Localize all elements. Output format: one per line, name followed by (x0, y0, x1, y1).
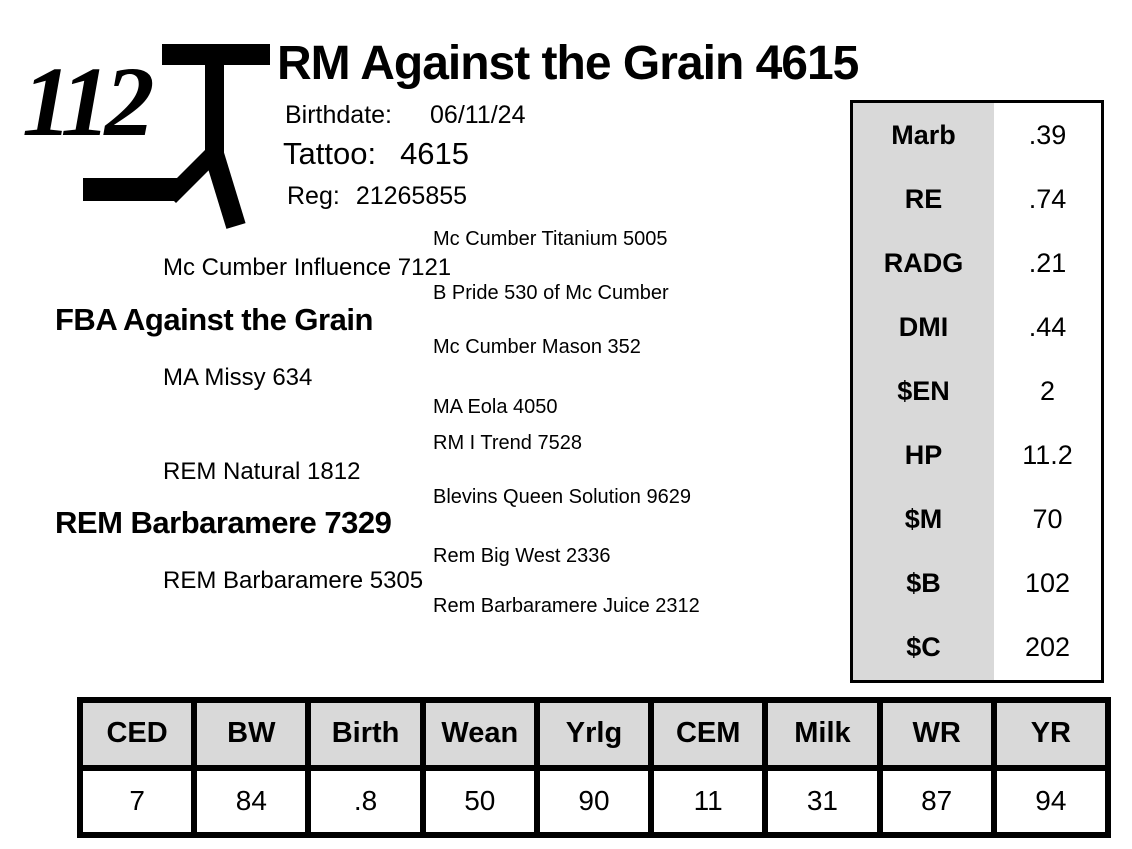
perf-value-yrlg: 90 (539, 770, 649, 832)
epd-label: Marb (853, 103, 994, 168)
perf-value-ced: 7 (83, 770, 192, 832)
epd-label: $EN (853, 359, 994, 424)
birthdate-label: Birthdate: (285, 101, 393, 129)
pedigree-sire-granddam: B Pride 530 of Mc Cumber (433, 282, 669, 304)
epd-value: .21 (1028, 247, 1067, 278)
epd-row-marb: Marb .39 (853, 103, 1101, 168)
perf-header-bw: BW (197, 703, 306, 765)
pedigree-sire-sire: Mc Cumber Influence 7121 (163, 254, 452, 281)
epd-table: Marb .39 RE .74 RADG .21 DMI .44 $EN 2 H… (850, 100, 1104, 683)
epd-label: RADG (853, 231, 994, 296)
animal-title: RM Against the Grain 4615 (277, 37, 859, 90)
epd-row-en: $EN 2 (853, 359, 1101, 424)
birthdate-value: 06/11/24 (430, 101, 526, 129)
tattoo-label: Tattoo: (283, 136, 377, 171)
pedigree-dam: REM Barbaramere 7329 (55, 505, 392, 540)
lot-number: 112 (22, 46, 155, 157)
pedigree-dam-sire-sire: RM I Trend 7528 (433, 432, 582, 454)
ranch-brand-icon (83, 44, 270, 229)
epd-value: .74 (1028, 183, 1067, 214)
reg-label: Reg: (287, 182, 340, 210)
perf-header-birth: Birth (311, 703, 420, 765)
epd-value: .44 (1028, 311, 1067, 342)
epd-row-m: $M 70 (853, 487, 1101, 552)
epd-row-hp: HP 11.2 (853, 423, 1101, 488)
pedigree-sire-dam-dam: MA Eola 4050 (433, 396, 558, 418)
epd-row-re: RE .74 (853, 167, 1101, 232)
epd-value: 11.2 (1022, 440, 1073, 471)
epd-label: DMI (853, 295, 994, 360)
perf-header-yrlg: Yrlg (539, 703, 649, 765)
pedigree-dam-sire-dam: Blevins Queen Solution 9629 (433, 486, 691, 508)
epd-label: $B (853, 551, 994, 616)
epd-row-b: $B 102 (853, 551, 1101, 616)
perf-header-wr: WR (882, 703, 991, 765)
epd-value: 102 (1024, 568, 1071, 599)
epd-row-dmi: DMI .44 (853, 295, 1101, 360)
epd-label: RE (853, 167, 994, 232)
epd-value: .39 (1028, 119, 1067, 150)
perf-value-bw: 84 (197, 770, 306, 832)
perf-value-wean: 50 (425, 770, 534, 832)
performance-table: CED BW Birth Wean Yrlg CEM Milk WR YR 7 … (77, 697, 1111, 838)
perf-value-birth: .8 (311, 770, 420, 832)
epd-label: $C (853, 615, 994, 680)
epd-value: 2 (1039, 375, 1056, 406)
perf-header-yr: YR (996, 703, 1105, 765)
tattoo-value: 4615 (400, 136, 470, 171)
perf-value-wr: 87 (882, 770, 991, 832)
perf-value-milk: 31 (768, 770, 877, 832)
epd-label: $M (853, 487, 994, 552)
pedigree-sire-dam: MA Missy 634 (163, 364, 313, 391)
pedigree-dam-dam-sire: Rem Big West 2336 (433, 545, 611, 567)
pedigree-sire-dam-sire: Mc Cumber Mason 352 (433, 336, 641, 358)
reg-value: 21265855 (355, 182, 468, 210)
reg-line: Reg: 21265855 (287, 182, 467, 211)
perf-value-cem: 11 (654, 770, 763, 832)
pedigree-dam-sire: REM Natural 1812 (163, 458, 361, 485)
epd-value: 70 (1032, 504, 1063, 535)
tattoo-line: Tattoo: 4615 (283, 136, 469, 172)
epd-value: 202 (1024, 632, 1071, 663)
birthdate-line: Birthdate: 06/11/24 (285, 101, 525, 130)
perf-value-yr: 94 (996, 770, 1105, 832)
perf-header-wean: Wean (425, 703, 534, 765)
pedigree-dam-dam-dam: Rem Barbaramere Juice 2312 (433, 595, 700, 617)
pedigree-dam-dam: REM Barbaramere 5305 (163, 567, 424, 594)
epd-row-radg: RADG .21 (853, 231, 1101, 296)
perf-header-cem: CEM (654, 703, 763, 765)
pedigree-sire: FBA Against the Grain (55, 302, 373, 337)
epd-row-c: $C 202 (853, 615, 1101, 680)
perf-header-ced: CED (83, 703, 192, 765)
epd-label: HP (853, 423, 994, 488)
perf-header-milk: Milk (768, 703, 877, 765)
pedigree-sire-grandsire: Mc Cumber Titanium 5005 (433, 228, 668, 250)
